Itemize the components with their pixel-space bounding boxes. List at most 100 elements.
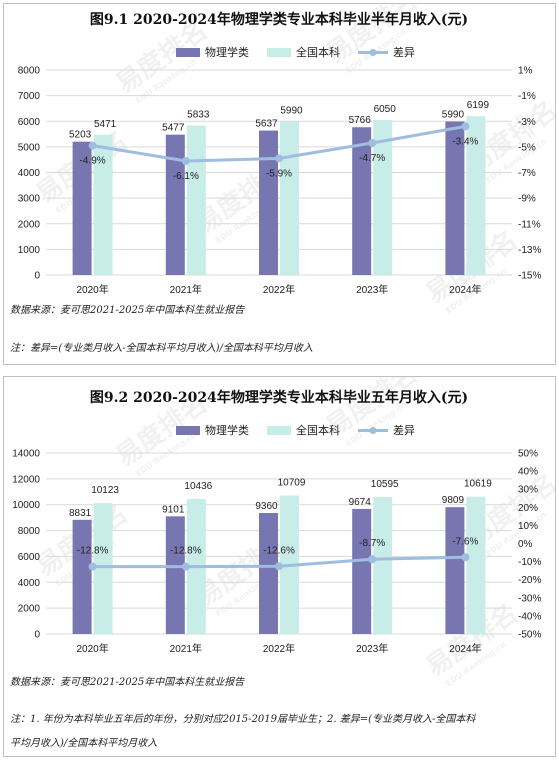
footnote-line: 平均月收入)/全国本科平均月收入 xyxy=(10,738,158,749)
data-label-national: 10595 xyxy=(371,479,399,490)
y2-tick-label: -9% xyxy=(518,194,536,205)
bar-prof xyxy=(445,507,465,634)
footnote-line: 注：差异=(专业类月收入-全国本科平均月收入)/全国本科平均月收入 xyxy=(10,343,313,354)
bar-national xyxy=(93,503,113,634)
y2-tick-label: -7% xyxy=(518,168,536,179)
x-tick-label: 2023年 xyxy=(356,283,388,296)
data-label-prof: 8831 xyxy=(69,508,92,519)
y2-tick-label: -5% xyxy=(518,142,536,153)
data-label-national: 5833 xyxy=(187,110,210,121)
y-tick-label: 4000 xyxy=(18,578,41,589)
legend-swatch-prof xyxy=(176,48,200,57)
bar-national xyxy=(373,497,393,634)
y-tick-label: 3000 xyxy=(18,194,41,205)
y2-tick-label: -30% xyxy=(518,593,541,604)
bar-prof xyxy=(165,134,185,275)
y2-tick-label: 10% xyxy=(518,521,538,532)
y2-tick-label: 50% xyxy=(518,449,538,460)
data-label-prof: 9101 xyxy=(162,504,185,515)
data-label-prof: 9674 xyxy=(349,497,372,508)
source-note: 数据来源：麦可思2021-2025年中国本科生就业报告 xyxy=(10,305,245,316)
legend-label-prof: 物理学类 xyxy=(205,45,249,59)
y2-tick-label: 30% xyxy=(518,485,538,496)
y2-tick-label: -3% xyxy=(518,117,536,128)
x-tick-label: 2020年 xyxy=(76,642,108,655)
y-tick-label: 7000 xyxy=(18,91,41,102)
diff-marker xyxy=(368,139,377,148)
y-tick-label: 2000 xyxy=(18,604,41,615)
diff-data-label: -3.4% xyxy=(452,136,478,147)
source-note: 数据来源：麦可思2021-2025年中国本科生就业报告 xyxy=(10,677,245,688)
y-tick-label: 0 xyxy=(34,630,40,641)
data-label-prof: 9809 xyxy=(442,495,465,506)
legend: 物理学类 全国本科 差异 xyxy=(176,423,415,437)
y2-tick-label: 1% xyxy=(518,66,533,77)
diff-marker xyxy=(88,141,97,150)
bar-national xyxy=(280,121,299,275)
y2-tick-label: -20% xyxy=(518,575,541,586)
legend-label-diff: 差异 xyxy=(393,423,415,437)
y2-tick-label: -11% xyxy=(518,219,541,230)
diff-data-label: -5.9% xyxy=(266,168,292,179)
diff-data-label: -12.8% xyxy=(77,546,109,557)
legend-swatch-national xyxy=(267,48,291,57)
diff-data-label: -12.8% xyxy=(170,546,202,557)
y2-tick-label: -40% xyxy=(518,611,541,622)
chart-panel-income-five-year: 易度排名 EDU Ranking.cn 易度排名 EDU Ranking.cn 易度排名… xyxy=(3,376,556,757)
data-label-prof: 5203 xyxy=(69,130,92,141)
y-tick-label: 10000 xyxy=(12,500,40,511)
bar-prof xyxy=(259,130,278,275)
data-label-prof: 9360 xyxy=(255,501,278,512)
data-label-prof: 5637 xyxy=(255,119,278,130)
y-tick-label: 12000 xyxy=(12,474,40,485)
bar-national xyxy=(93,134,113,275)
diff-marker xyxy=(88,562,97,571)
diff-marker xyxy=(275,154,283,163)
y2-tick-label: 20% xyxy=(518,503,538,514)
data-label-national: 5990 xyxy=(280,106,303,117)
x-tick-label: 2021年 xyxy=(170,642,202,655)
y-tick-label: 0 xyxy=(34,271,40,282)
data-label-prof: 5477 xyxy=(162,123,185,134)
diff-marker xyxy=(181,562,190,571)
bar-national xyxy=(466,116,486,275)
diff-marker xyxy=(461,553,470,562)
bar-prof xyxy=(352,127,372,275)
bar-prof xyxy=(445,121,465,275)
bar-prof xyxy=(259,512,278,634)
data-label-national: 6050 xyxy=(374,104,397,115)
x-tick-label: 2022年 xyxy=(263,642,295,655)
diff-data-label: -4.9% xyxy=(80,156,106,167)
data-label-national: 10123 xyxy=(91,485,119,496)
legend-marker-diff xyxy=(369,49,377,56)
bar-prof xyxy=(352,508,372,634)
data-label-national: 10709 xyxy=(278,478,306,489)
data-label-national: 10619 xyxy=(464,479,492,490)
legend: 物理学类 全国本科 差异 xyxy=(176,45,415,59)
diff-data-label: -8.7% xyxy=(359,538,385,549)
data-label-prof: 5990 xyxy=(442,110,465,121)
y2-tick-label: -10% xyxy=(518,557,541,568)
y2-tick-label: -1% xyxy=(518,91,536,102)
diff-data-label: -6.1% xyxy=(173,171,199,182)
bar-prof xyxy=(72,141,92,275)
y-tick-label: 5000 xyxy=(18,142,41,153)
diff-marker xyxy=(275,562,283,571)
diff-marker xyxy=(368,555,377,564)
bar-national xyxy=(186,125,206,275)
x-tick-label: 2023年 xyxy=(356,642,388,655)
data-label-prof: 5766 xyxy=(349,115,372,126)
x-tick-label: 2022年 xyxy=(263,283,295,296)
legend-swatch-national xyxy=(267,426,291,435)
y-tick-label: 6000 xyxy=(18,117,41,128)
legend-label-diff: 差异 xyxy=(393,45,415,59)
diff-marker xyxy=(181,156,190,165)
diff-data-label: -4.7% xyxy=(359,153,385,164)
y2-tick-label: 0% xyxy=(518,539,533,550)
bar-national xyxy=(373,119,393,275)
footnote-line: 注：1. 年份为本科毕业五年后的年份，分别对应2015-2019届毕业生；2. … xyxy=(10,714,476,725)
y2-tick-label: -50% xyxy=(518,630,541,641)
chart-title: 图9.1 2020-2024年物理学类专业本科毕业半年月收入(元) xyxy=(90,11,468,28)
